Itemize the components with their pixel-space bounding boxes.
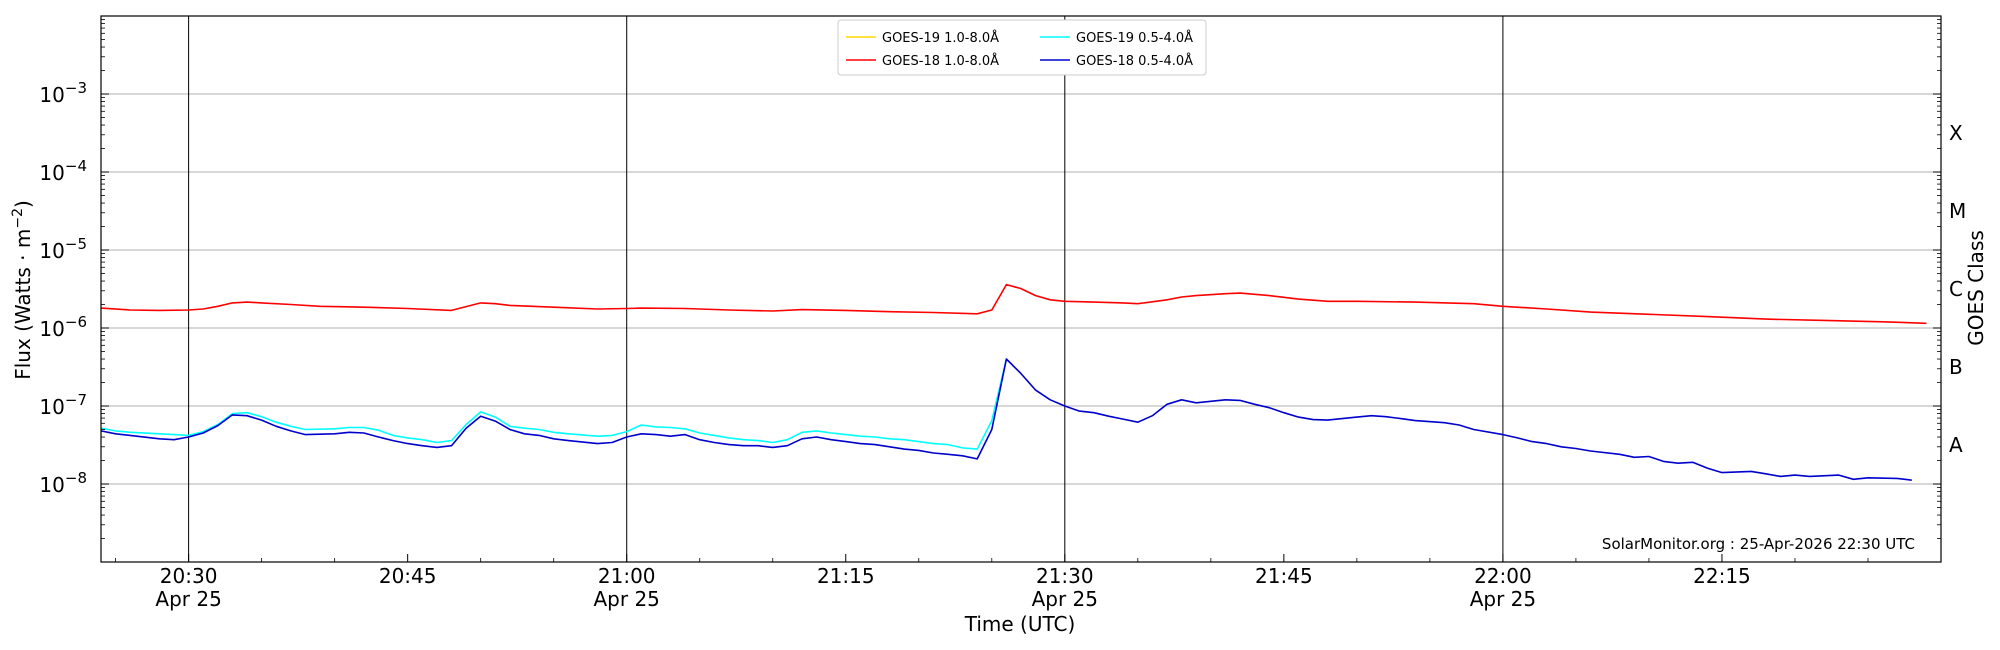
series-line-goes-18-0-5-4-0 bbox=[100, 358, 1912, 481]
x-tick-label: 21:30 bbox=[1036, 564, 1094, 588]
legend-box bbox=[837, 19, 1207, 76]
x-tick-label: 21:45 bbox=[1255, 564, 1313, 588]
x-tick-label: 20:30 bbox=[160, 564, 218, 588]
plot-frame bbox=[100, 15, 1942, 563]
goes-class-label: B bbox=[1949, 355, 1963, 379]
x-tick-date-label: Apr 25 bbox=[1032, 587, 1098, 611]
y-axis-label: Flux (Watts · m−2) bbox=[10, 200, 35, 380]
x-tick-label: 21:15 bbox=[817, 564, 875, 588]
goes-class-label: X bbox=[1949, 121, 1963, 145]
goes-class-labels: A B C M X bbox=[1949, 121, 1966, 457]
date-boundary-lines bbox=[188, 16, 1504, 562]
x-tick-label: 20:45 bbox=[379, 564, 437, 588]
x-tick-date-label: Apr 25 bbox=[155, 587, 221, 611]
y-tick-label: 10−8 bbox=[39, 469, 87, 497]
legend-entry-label: GOES-18 0.5-4.0Å bbox=[1076, 53, 1193, 69]
y-tick-label: 10−3 bbox=[39, 79, 87, 107]
credit-text: SolarMonitor.org : 25-Apr-2026 22:30 UTC bbox=[1602, 535, 1915, 553]
y-tick-label: 10−7 bbox=[39, 391, 87, 419]
legend-entry-label: GOES-18 1.0-8.0Å bbox=[882, 53, 999, 69]
legend: GOES-19 1.0-8.0Å GOES-19 0.5-4.0Å GOES-18 … bbox=[837, 19, 1207, 76]
y-tick-label: 10−4 bbox=[39, 157, 87, 185]
x-tick-label: 21:00 bbox=[598, 564, 656, 588]
y2-axis-label: GOES Class bbox=[1964, 230, 1988, 346]
y-ticks: 10−8 10−7 10−6 10−5 10−4 10−3 bbox=[39, 19, 1941, 539]
x-axis-label: Time (UTC) bbox=[964, 612, 1076, 636]
series-group bbox=[100, 283, 1927, 481]
goes-class-label: A bbox=[1949, 433, 1963, 457]
legend-entry-label: GOES-19 0.5-4.0Å bbox=[1076, 30, 1193, 46]
x-tick-date-label: Apr 25 bbox=[594, 587, 660, 611]
goes-class-label: M bbox=[1949, 199, 1966, 223]
y-tick-label: 10−6 bbox=[39, 313, 87, 341]
y-tick-label: 10−5 bbox=[39, 235, 87, 263]
x-tick-label: 22:15 bbox=[1693, 564, 1751, 588]
x-tick-date-label: Apr 25 bbox=[1470, 587, 1536, 611]
x-tick-label: 22:00 bbox=[1474, 564, 1532, 588]
legend-entry-label: GOES-19 1.0-8.0Å bbox=[882, 30, 999, 46]
series-line-goes-19-0-5-4-0 bbox=[100, 358, 1008, 450]
goes-class-label: C bbox=[1949, 277, 1963, 301]
grid-lines bbox=[101, 93, 1941, 485]
series-line-goes-18-1-0-8-0 bbox=[100, 283, 1927, 325]
